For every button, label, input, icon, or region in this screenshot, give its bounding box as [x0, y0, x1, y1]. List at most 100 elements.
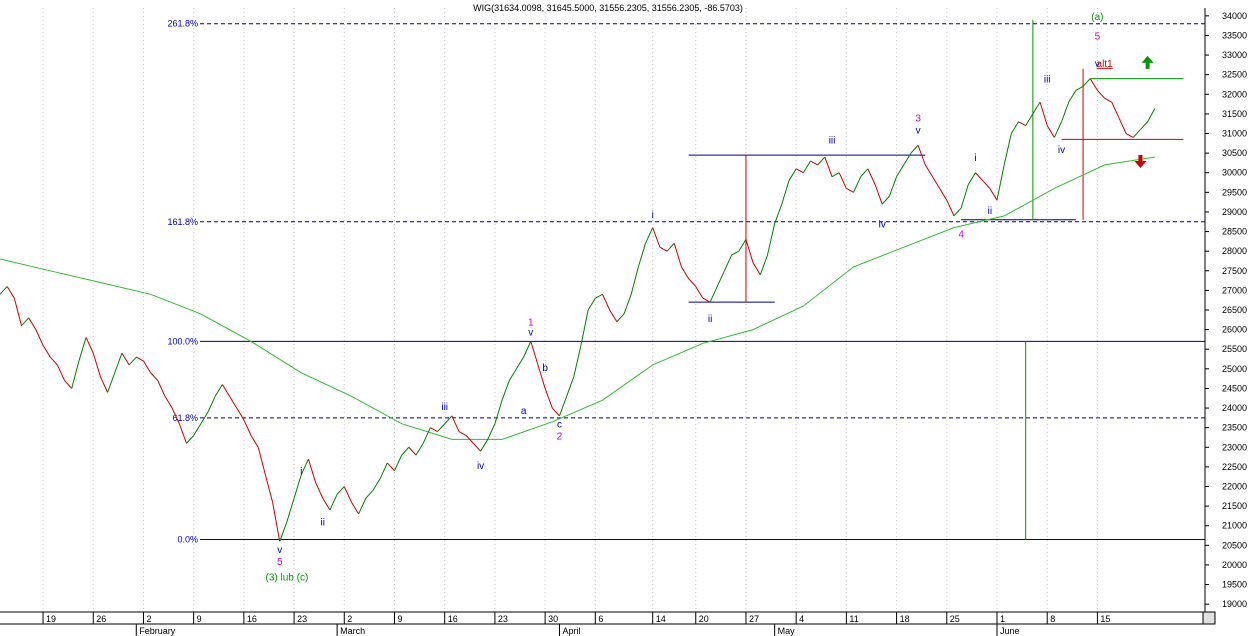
- price-segment: [451, 415, 460, 432]
- price-segment: [128, 356, 137, 366]
- wave-label: i: [300, 467, 302, 478]
- price-segment: [788, 168, 797, 181]
- fib-level-label: 161.8%: [167, 217, 198, 227]
- wave-label: iv: [477, 461, 484, 472]
- price-segment: [508, 368, 517, 381]
- y-tick-label: 19000: [1222, 599, 1247, 609]
- price-segment: [465, 435, 474, 444]
- wave-label: iv: [879, 220, 886, 231]
- fib-level-label: 0.0%: [177, 534, 198, 544]
- price-segment: [150, 372, 159, 381]
- price-segment: [1140, 121, 1148, 130]
- price-segment: [279, 521, 288, 542]
- x-axis: 19 26 2 9 16 23 2 9 16 23 30 6 14 20 27 4 11 18 25 1 8 15Febr…: [0, 611, 1205, 636]
- price-segment: [1075, 86, 1084, 91]
- price-segment: [759, 254, 768, 275]
- price-segment: [365, 490, 374, 499]
- price-segment: [1039, 101, 1048, 126]
- y-tick-label: 29500: [1222, 187, 1247, 197]
- wave-label: v: [916, 126, 921, 137]
- price-segment: [422, 427, 431, 444]
- price-segment: [1147, 108, 1156, 122]
- fib-level-label: 261.8%: [167, 19, 198, 29]
- wave-label: 4: [958, 229, 964, 240]
- price-segment: [917, 145, 926, 166]
- price-segment: [1046, 125, 1055, 138]
- price-segment: [774, 203, 783, 224]
- price-segment: [243, 419, 252, 436]
- price-segment: [286, 498, 295, 522]
- price-segment: [480, 439, 489, 452]
- price-segment: [394, 454, 403, 472]
- price-segment: [1104, 97, 1112, 103]
- price-segment: [860, 168, 869, 177]
- y-tick-label: 22500: [1222, 462, 1247, 472]
- scrollbar-track[interactable]: [1202, 611, 1216, 625]
- price-segment: [595, 293, 603, 299]
- y-tick-label: 21000: [1222, 521, 1247, 531]
- price-segment: [293, 474, 302, 499]
- y-tick-label: 27000: [1222, 285, 1247, 295]
- horizontal-scrollbar[interactable]: [1202, 611, 1216, 625]
- price-segment: [630, 266, 639, 295]
- y-tick-label: 24500: [1222, 383, 1247, 393]
- price-segment: [473, 443, 481, 452]
- price-segment: [516, 356, 525, 370]
- price-segment: [444, 415, 453, 425]
- chart-title: WIG(31634.0098, 31645.5000, 31556.2305, …: [473, 3, 743, 13]
- price-segment: [544, 388, 553, 409]
- price-segment: [35, 329, 44, 346]
- x-tick-label: 9: [397, 614, 402, 624]
- y-tick-label: 28500: [1222, 227, 1247, 237]
- price-segment: [738, 239, 747, 252]
- price-segment: [143, 360, 152, 374]
- price-segment: [71, 360, 80, 389]
- price-segment: [659, 246, 668, 252]
- wave-label: i: [652, 210, 654, 221]
- price-segment: [910, 144, 919, 154]
- price-segment: [853, 176, 862, 193]
- price-segment: [896, 164, 905, 177]
- price-segment: [888, 176, 898, 197]
- price-segment: [1032, 101, 1041, 115]
- y-tick-label: 32000: [1222, 89, 1247, 99]
- price-segment: [967, 172, 976, 185]
- price-segment: [157, 380, 166, 397]
- y-tick-label: 33000: [1222, 50, 1247, 60]
- y-tick-label: 24000: [1222, 403, 1247, 413]
- price-segment: [810, 160, 818, 166]
- wave-label: iii: [441, 402, 448, 413]
- wave-label: (a): [1091, 12, 1103, 23]
- y-tick-label: 29000: [1222, 207, 1247, 217]
- price-segment: [458, 431, 467, 436]
- price-segment: [953, 207, 962, 217]
- x-tick-label: 15: [1100, 614, 1110, 624]
- price-series: [0, 78, 1156, 542]
- price-segment: [623, 294, 632, 315]
- price-segment: [78, 337, 87, 362]
- price-segment: [1018, 121, 1026, 127]
- wave-label: iv: [1058, 145, 1065, 156]
- wave-label: (3) lub (c): [266, 573, 309, 584]
- price-segment: [85, 337, 94, 354]
- price-segment: [487, 423, 496, 440]
- price-segment: [229, 396, 238, 409]
- y-tick-label: 28000: [1222, 246, 1247, 256]
- price-segment: [652, 227, 661, 248]
- price-segment: [200, 411, 209, 425]
- wave-label: ii: [321, 518, 325, 529]
- y-tick-label: 20500: [1222, 540, 1247, 550]
- y-tick-label: 26000: [1222, 325, 1247, 335]
- price-segment: [408, 446, 417, 456]
- wave-label: i: [974, 153, 976, 164]
- price-segment: [236, 407, 245, 421]
- price-segment: [178, 423, 187, 444]
- y-tick-label: 27500: [1222, 266, 1247, 276]
- price-segment: [602, 294, 611, 311]
- x-tick-label: 18: [900, 614, 910, 624]
- y-tick-label: 34000: [1222, 11, 1247, 21]
- price-segment: [315, 482, 324, 499]
- y-tick-label: 20000: [1222, 560, 1247, 570]
- y-tick-label: 30500: [1222, 148, 1247, 158]
